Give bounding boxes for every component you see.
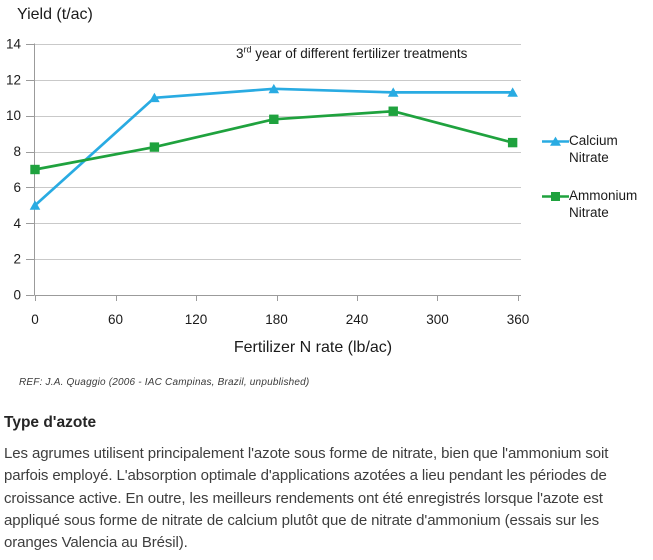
chart-title-rest: year of different fertilizer treatments xyxy=(251,46,468,61)
y-tick-label-6: 6 xyxy=(13,180,21,195)
legend-square-icon xyxy=(551,192,560,201)
y-tick-label-8: 8 xyxy=(13,144,21,159)
x-tick-label-180: 180 xyxy=(265,312,288,327)
x-tick-label-60: 60 xyxy=(108,312,123,327)
chart-title-base: 3 xyxy=(236,46,244,61)
chart-title-superscript: rd xyxy=(243,44,252,55)
legend-triangle-icon xyxy=(550,136,561,146)
marker-calcium-nitrate-3 xyxy=(387,87,399,97)
y-tick-label-10: 10 xyxy=(6,108,21,123)
marker-calcium-nitrate-0 xyxy=(29,200,41,210)
marker-ammonium-nitrate-0 xyxy=(30,164,40,175)
y-tick-label-12: 12 xyxy=(6,72,21,87)
x-axis-title: Fertilizer N rate (lb/ac) xyxy=(233,339,393,356)
legend-label-ammonium-nitrate: Ammonium Nitrate xyxy=(569,188,638,220)
yield-chart-svg: 0 2 4 6 8 10 12 14 0 60 120 180 240 300 360 xyxy=(6,37,530,328)
x-tick-label-120: 120 xyxy=(185,312,208,327)
x-tick-label-0: 0 xyxy=(31,312,39,327)
marker-ammonium-nitrate-3 xyxy=(388,106,398,116)
ammonium-nitrate-marker-icon xyxy=(542,192,569,201)
y-tick-label-0: 0 xyxy=(13,288,21,303)
legend-item-ammonium-nitrate: Ammonium Nitrate xyxy=(542,187,649,221)
chart-title: 3rd year of different fertilizer treatme… xyxy=(236,44,468,61)
marker-ammonium-nitrate-2 xyxy=(269,114,279,124)
marker-calcium-nitrate-1 xyxy=(149,92,160,103)
section-heading: Type d'azote xyxy=(4,414,97,431)
x-tick-label-360: 360 xyxy=(507,312,530,327)
legend-item-calcium-nitrate: Calcium Nitrate xyxy=(542,132,649,166)
chart-legend: Calcium Nitrate Ammonium Nitrate xyxy=(542,132,649,221)
y-tick-label-2: 2 xyxy=(13,252,21,267)
calcium-nitrate-marker-icon xyxy=(542,136,569,146)
x-tick-label-300: 300 xyxy=(426,312,449,327)
marker-ammonium-nitrate-1 xyxy=(149,142,160,152)
section-paragraph: Les agrumes utilisent principalement l'a… xyxy=(4,445,609,552)
y-tick-label-14: 14 xyxy=(6,37,22,52)
marker-calcium-nitrate-4 xyxy=(507,87,518,97)
x-tick-label-240: 240 xyxy=(346,312,369,327)
y-axis-title: Yield (t/ac) xyxy=(17,6,93,23)
marker-ammonium-nitrate-4 xyxy=(507,137,518,148)
legend-label-calcium-nitrate: Calcium Nitrate xyxy=(569,133,618,165)
y-tick-label-4: 4 xyxy=(13,216,21,231)
reference-note: REF: J.A. Quaggio (2006 - IAC Campinas, … xyxy=(19,377,310,388)
marker-calcium-nitrate-2 xyxy=(268,83,280,94)
